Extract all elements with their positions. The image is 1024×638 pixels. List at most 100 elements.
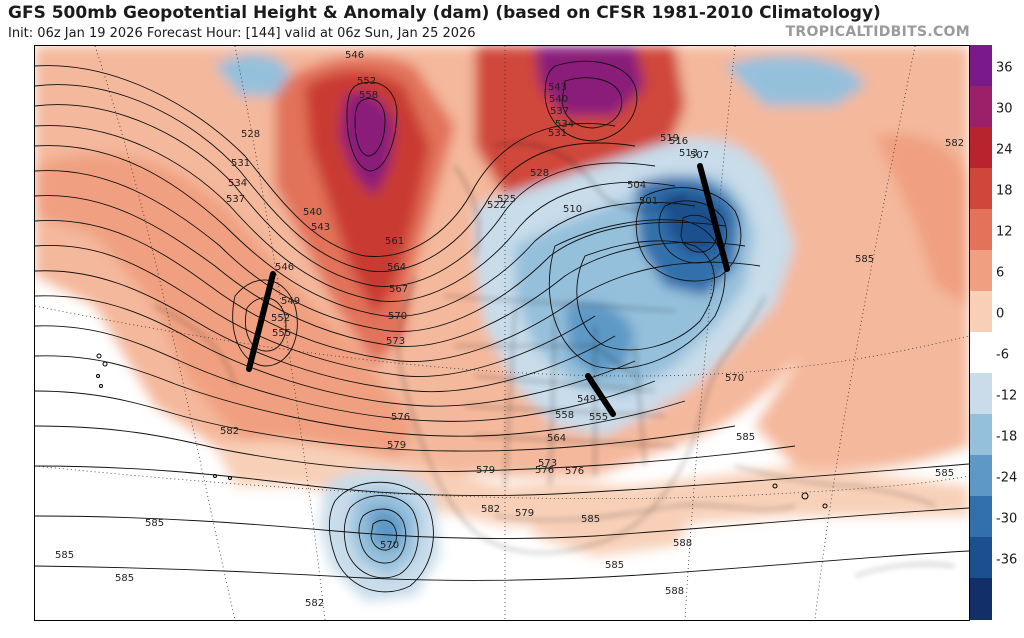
contour-label: 582 [481, 504, 500, 515]
contour-label: 546 [275, 262, 294, 273]
colorbar-swatch [970, 455, 992, 497]
colorbar-tick-label: -24 [996, 470, 1018, 486]
colorbar-swatch [970, 414, 992, 456]
contour-label: 588 [673, 538, 692, 549]
colorbar-swatch [970, 496, 992, 538]
colorbar-swatch [970, 86, 992, 128]
contour-label: 519 [660, 133, 679, 144]
colorbar-tick-label: 24 [996, 142, 1013, 158]
colorbar-swatch [970, 332, 992, 374]
contour-label: 588 [665, 586, 684, 597]
contour-label: 561 [385, 236, 404, 247]
height-contours [35, 60, 969, 593]
colorbar-swatch [970, 250, 992, 292]
contour-label: 585 [935, 468, 954, 479]
anomaly-shading [35, 46, 969, 601]
contour-label: 531 [548, 128, 567, 139]
trough-axes [246, 163, 730, 417]
contour-label: 582 [945, 138, 964, 149]
contour-label: 534 [228, 178, 247, 189]
contour-label: 576 [391, 412, 410, 423]
contour-label: 552 [271, 313, 290, 324]
colorbar-tick-label: 30 [996, 101, 1013, 117]
contour-label: 570 [380, 540, 399, 551]
colorbar-tick-label: -12 [996, 388, 1018, 404]
contour-label: 513 [679, 148, 698, 159]
colorbar-swatch [970, 127, 992, 169]
colorbar-tick-label: -30 [996, 511, 1018, 527]
contour-label: 555 [589, 412, 608, 423]
contour-label: 570 [725, 373, 744, 384]
contour-label: 531 [231, 158, 250, 169]
contour-label: 507 [690, 150, 709, 161]
contour-label: 570 [388, 311, 407, 322]
contour-label: 585 [55, 550, 74, 561]
graticule [35, 46, 969, 620]
contour-label: 528 [241, 129, 260, 140]
contour-label: 564 [547, 433, 566, 444]
colorbar-swatch [970, 373, 992, 415]
contour-label: 573 [386, 336, 405, 347]
contour-label: 525 [497, 194, 516, 205]
colorbar-tick-label: 18 [996, 183, 1013, 199]
contour-label: 546 [345, 50, 364, 61]
contour-label: 549 [281, 296, 300, 307]
contour-label: 552 [357, 76, 376, 87]
colorbar-swatch [970, 168, 992, 210]
island-outlines [96, 353, 828, 509]
map-panel: 546 552 558 528 531 534 537 540 543 546 549 552 555 5… [34, 45, 970, 621]
contour-label: 582 [220, 426, 239, 437]
contour-label: 555 [272, 328, 291, 339]
contour-label: 579 [387, 440, 406, 451]
contour-label: 579 [515, 508, 534, 519]
site-brand: TROPICALTIDBITS.COM [785, 24, 970, 40]
contour-label: 585 [145, 518, 164, 529]
map-title: GFS 500mb Geopotential Height & Anomaly … [8, 3, 881, 23]
colorbar-tick-label: 6 [996, 265, 1005, 281]
colorbar-tick-label: -18 [996, 429, 1018, 445]
height-anomaly-map: 5465525585285315345375405435465495525555… [35, 46, 969, 620]
colorbar-swatch [970, 578, 992, 620]
contour-label: 543 [311, 222, 330, 233]
contour-label: 564 [387, 262, 406, 273]
colorbar-tick-label: -36 [996, 552, 1018, 568]
contour-labels: 5465525585285315345375405435465495525555… [55, 50, 964, 609]
colorbar-swatch [970, 291, 992, 333]
contour-label: 585 [855, 254, 874, 265]
contour-label: 540 [303, 207, 322, 218]
colorbar-tick-label: 12 [996, 224, 1013, 240]
contour-label: 534 [555, 119, 574, 130]
contour-label: 549 [577, 394, 596, 405]
contour-label: 585 [736, 432, 755, 443]
contour-label: 504 [627, 180, 646, 191]
contour-label: 585 [605, 560, 624, 571]
contour-label: 558 [555, 410, 574, 421]
contour-label: 582 [305, 598, 324, 609]
contour-label: 501 [639, 196, 658, 207]
contour-label: 585 [115, 573, 134, 584]
contour-label: 537 [550, 106, 569, 117]
contour-label: 540 [549, 94, 568, 105]
contour-label: 567 [389, 284, 408, 295]
colorbar-swatch [970, 209, 992, 251]
colorbar-tick-label: -6 [996, 347, 1009, 363]
contour-label: 543 [548, 82, 567, 93]
colorbar-swatch [970, 537, 992, 579]
contour-label: 579 [476, 465, 495, 476]
map-subtitle: Init: 06z Jan 19 2026 Forecast Hour: [14… [8, 26, 476, 41]
contour-label: 510 [563, 204, 582, 215]
coastlines [154, 143, 956, 577]
contour-label: 576 [535, 465, 554, 476]
colorbar-tick-label: 36 [996, 60, 1013, 76]
contour-label: 573 [538, 458, 557, 469]
contour-label: 528 [530, 168, 549, 179]
contour-label: 516 [669, 136, 688, 147]
contour-label: 537 [226, 194, 245, 205]
contour-label: 576 [565, 466, 584, 477]
colorbar-tick-label: 0 [996, 306, 1005, 322]
anomaly-colorbar [970, 45, 992, 620]
contour-label: 585 [581, 514, 600, 525]
contour-label: 522 [487, 200, 506, 211]
contour-label: 558 [359, 90, 378, 101]
colorbar-swatch [970, 45, 992, 87]
